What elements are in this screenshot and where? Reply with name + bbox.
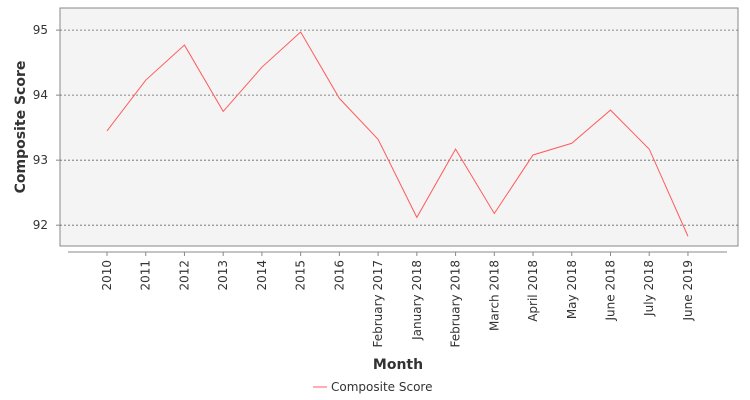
x-tick-label: 2013	[216, 260, 230, 291]
x-tick-label: June 2019	[681, 260, 695, 322]
y-tick-label: 94	[33, 88, 48, 102]
x-tick-label: May 2018	[565, 260, 579, 319]
y-axis-title: Composite Score	[13, 61, 29, 194]
x-tick-label: 2015	[294, 260, 308, 291]
x-tick-label: June 2018	[603, 260, 617, 322]
x-tick-label: July 2018	[642, 260, 656, 317]
plot-area	[59, 7, 739, 247]
data-line	[106, 31, 689, 237]
x-tick-label: March 2018	[487, 260, 501, 331]
legend-label: Composite Score	[331, 380, 432, 394]
y-tick-label: 95	[33, 23, 48, 37]
x-tick-label: 2011	[139, 260, 153, 291]
x-tick-label: April 2018	[526, 260, 540, 322]
x-tick-label: February 2017	[371, 260, 385, 348]
x-tick-label: February 2018	[449, 260, 463, 348]
y-tick-label: 92	[33, 218, 48, 232]
y-tick-label: 93	[33, 153, 48, 167]
x-tick-label: 2010	[100, 260, 114, 291]
x-axis-title: Month	[373, 357, 423, 373]
x-tick-label: 2016	[332, 260, 346, 291]
x-tick-label: 2012	[177, 260, 191, 291]
x-tick-label: January 2018	[410, 260, 424, 341]
x-tick-label: 2014	[255, 260, 269, 291]
